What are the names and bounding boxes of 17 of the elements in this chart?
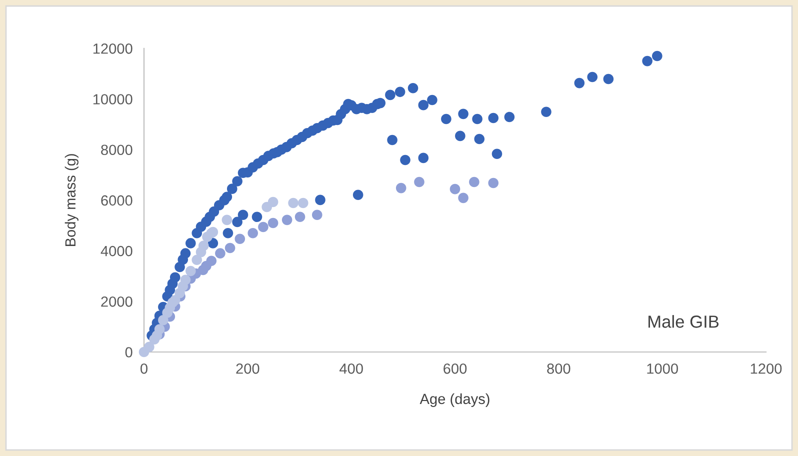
x-tick-label: 1000 bbox=[647, 363, 678, 374]
x-tick-label: 400 bbox=[340, 363, 363, 374]
y-tick-label: 6000 bbox=[101, 195, 132, 206]
y-tick-label: 4000 bbox=[100, 246, 132, 256]
y-tick-label: 0 bbox=[125, 347, 132, 358]
y-tick-label: 10000 bbox=[93, 94, 132, 104]
y-tick-label: 8000 bbox=[101, 144, 132, 156]
y-axis-title: Body mass (g) bbox=[64, 154, 78, 246]
x-tick-label: 600 bbox=[444, 363, 467, 374]
y-tick-label: 12000 bbox=[93, 44, 132, 54]
y-tick-label: 2000 bbox=[101, 296, 132, 307]
x-axis-title: Age (days) bbox=[420, 393, 490, 407]
x-tick-label: 1200 bbox=[750, 363, 782, 374]
x-tick-label: 0 bbox=[140, 363, 148, 374]
x-tick-label: 800 bbox=[547, 363, 570, 374]
annotation: Male GIB bbox=[648, 315, 719, 328]
x-tick-label: 200 bbox=[236, 363, 260, 374]
